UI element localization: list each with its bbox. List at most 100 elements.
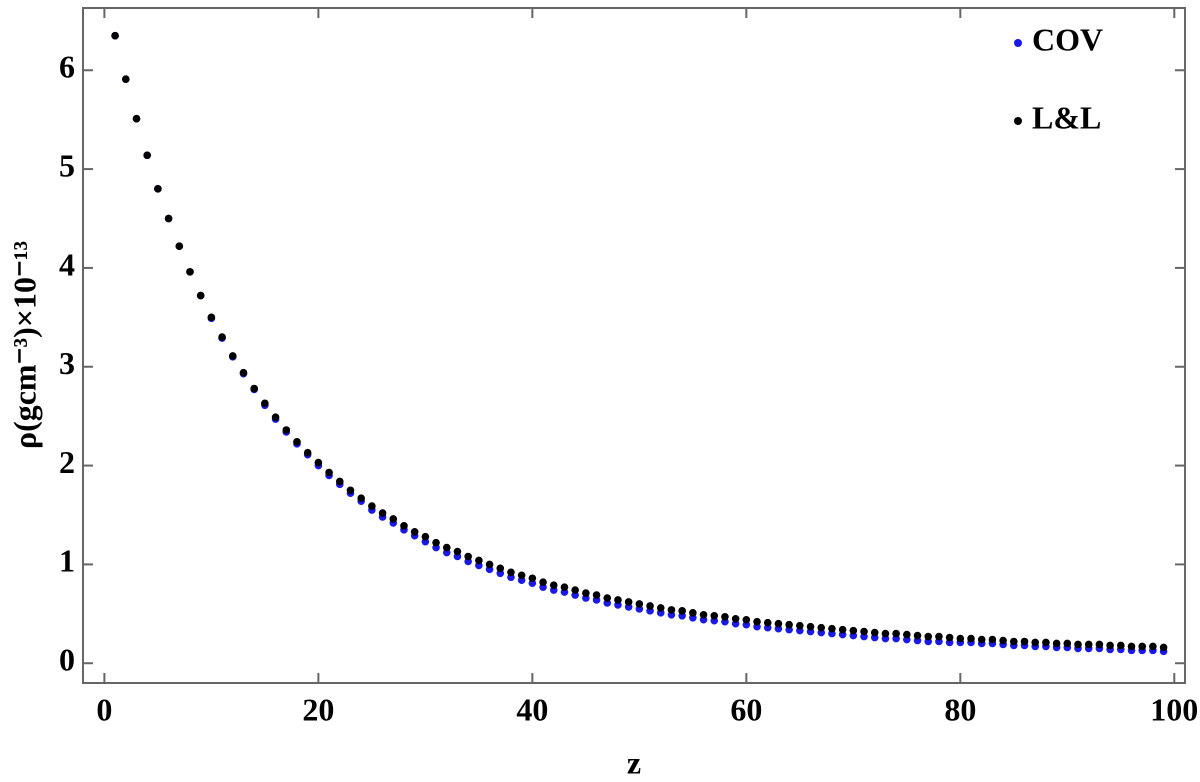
data-point <box>261 399 269 408</box>
data-point <box>721 612 729 621</box>
data-point <box>1084 640 1093 649</box>
data-point <box>154 185 162 193</box>
data-point <box>250 384 258 393</box>
data-point <box>999 636 1007 645</box>
data-point <box>218 333 226 341</box>
data-point <box>539 578 547 586</box>
data-point <box>314 458 323 467</box>
data-point <box>410 527 419 536</box>
y-tick-label: 4 <box>59 246 75 282</box>
data-point <box>132 114 141 123</box>
data-point <box>967 634 975 643</box>
data-point <box>753 617 761 626</box>
data-point <box>293 438 301 446</box>
data-point <box>432 538 440 547</box>
data-point <box>881 629 890 638</box>
data-point <box>731 614 740 623</box>
data-point <box>977 635 986 644</box>
data-point <box>592 591 601 599</box>
data-point <box>689 609 697 617</box>
data-point <box>1149 642 1157 651</box>
data-point <box>1159 643 1168 652</box>
x-tick-label: 40 <box>516 691 548 727</box>
legend-label: L&L <box>1032 99 1101 135</box>
data-point <box>164 214 173 223</box>
data-point <box>614 596 622 604</box>
x-tick-label: 100 <box>1150 691 1198 727</box>
data-point <box>121 75 130 83</box>
data-point <box>742 615 751 624</box>
data-point <box>207 313 216 322</box>
data-point <box>325 468 333 477</box>
data-point <box>389 515 398 523</box>
data-point <box>828 624 836 633</box>
data-point <box>496 564 505 573</box>
x-tick-label: 80 <box>944 691 976 727</box>
legend-marker <box>1014 117 1022 125</box>
data-point <box>710 611 719 620</box>
data-point <box>560 583 569 591</box>
data-point <box>582 589 590 597</box>
x-axis-label: z <box>627 744 641 780</box>
data-point <box>282 426 291 434</box>
data-point <box>667 606 676 614</box>
y-tick-label: 2 <box>59 444 75 480</box>
data-point <box>1127 642 1136 651</box>
y-axis-label: ρ(gcm⁻³)×10⁻¹³ <box>6 241 42 449</box>
data-point <box>903 630 911 639</box>
data-point <box>196 291 205 300</box>
data-point <box>635 600 644 608</box>
data-point <box>378 509 387 517</box>
data-point <box>838 625 847 634</box>
data-point <box>849 626 858 635</box>
data-point <box>678 607 686 615</box>
legend-marker <box>1014 39 1022 47</box>
data-point <box>624 598 633 606</box>
data-point <box>646 602 654 610</box>
y-tick-label: 0 <box>59 642 75 678</box>
data-point <box>1063 639 1072 648</box>
data-point <box>485 560 494 569</box>
data-point <box>143 151 151 160</box>
data-point <box>517 571 526 580</box>
data-point <box>1095 640 1104 649</box>
data-point <box>806 622 815 631</box>
data-point <box>442 543 451 552</box>
data-point <box>1074 640 1082 649</box>
data-point <box>817 623 826 632</box>
data-point <box>1042 638 1050 647</box>
data-point <box>357 494 365 502</box>
data-point <box>549 581 558 589</box>
data-point <box>271 413 280 421</box>
data-point <box>1052 639 1061 648</box>
data-point <box>464 552 472 561</box>
data-point <box>988 635 997 644</box>
data-point <box>335 477 344 486</box>
data-point <box>368 502 376 510</box>
data-point <box>571 586 579 594</box>
x-tick-label: 20 <box>302 691 334 727</box>
data-point <box>785 620 793 629</box>
data-point <box>1138 642 1147 651</box>
data-point <box>507 568 515 577</box>
data-point <box>346 486 355 495</box>
data-point <box>796 621 804 630</box>
plot-frame <box>82 7 1186 684</box>
data-point <box>699 611 708 619</box>
data-point <box>870 628 879 637</box>
data-point <box>763 618 772 627</box>
x-tick-label: 60 <box>730 691 762 727</box>
data-point <box>528 574 537 583</box>
data-point <box>1117 641 1125 650</box>
y-tick-label: 6 <box>59 49 75 85</box>
data-point <box>892 629 900 638</box>
data-point <box>475 556 483 565</box>
data-point <box>1010 637 1018 646</box>
y-tick-label: 1 <box>59 543 75 579</box>
y-tick-label: 5 <box>59 147 75 183</box>
data-point <box>913 631 922 640</box>
data-point <box>656 604 665 612</box>
data-point <box>935 632 943 641</box>
data-point <box>400 522 408 530</box>
